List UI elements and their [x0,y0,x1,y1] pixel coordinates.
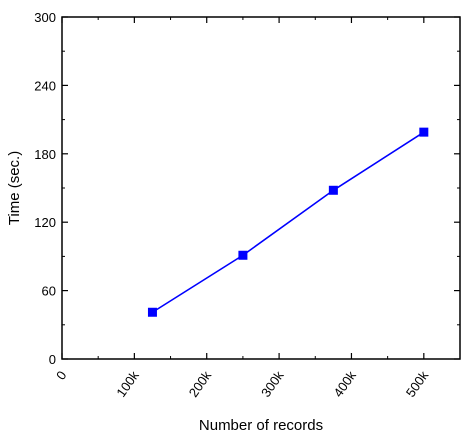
x-axis-title: Number of records [199,417,323,434]
y-tick-label: 180 [34,147,56,162]
data-point-marker [238,250,248,260]
series-line [152,131,425,313]
x-axis-ticks: 0 100k 200k 300k 400k 500k [53,17,432,400]
x-tick-label: 100k [113,368,142,400]
y-tick-label: 0 [49,352,56,367]
y-tick-label: 240 [34,78,56,93]
x-tick-label: 500k [403,368,432,400]
data-point-marker [328,185,338,195]
x-tick-label: 0 [53,368,69,383]
x-tick-label: 200k [186,368,215,400]
series-layer [147,127,429,317]
y-tick-label: 300 [34,10,56,25]
data-point-marker [419,127,429,137]
data-point-marker [147,307,157,317]
x-tick-label: 400k [330,368,359,400]
y-axis-ticks: 0 60 120 180 240 300 [34,10,460,367]
y-axis-title: Time (sec.) [6,151,23,225]
y-tick-label: 60 [42,284,56,299]
plot-border [61,16,461,360]
plot-frame [61,16,461,360]
x-tick-label: 300k [258,368,287,400]
y-tick-label: 120 [34,215,56,230]
